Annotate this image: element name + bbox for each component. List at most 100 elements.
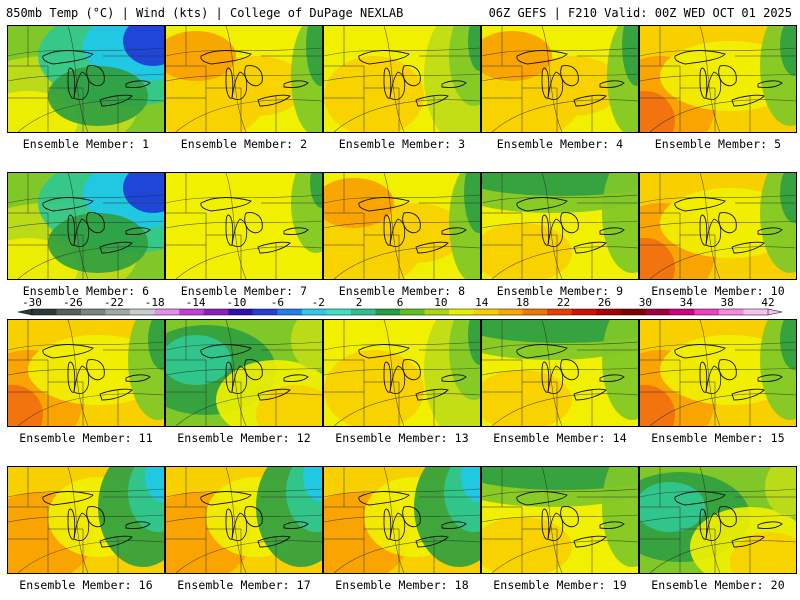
ensemble-member-label: Ensemble Member: 4 bbox=[496, 137, 624, 151]
lake-huron-outline bbox=[244, 359, 263, 381]
lake-superior-outline bbox=[358, 50, 410, 65]
lake-huron-outline bbox=[244, 506, 263, 528]
colorbar-tick-label: 26 bbox=[598, 297, 611, 309]
ensemble-panel: Ensemble Member: 3 bbox=[323, 25, 481, 151]
lake-michigan-outline bbox=[67, 214, 76, 246]
contour-line bbox=[225, 467, 247, 573]
state-border bbox=[324, 212, 365, 279]
lake-superior-outline bbox=[516, 491, 568, 506]
temperature-field-region bbox=[482, 173, 638, 196]
lake-erie-outline bbox=[731, 388, 765, 401]
map-canvas bbox=[166, 467, 322, 573]
colorbar-tick-label: 10 bbox=[434, 297, 447, 309]
colorbar-swatch bbox=[669, 309, 695, 315]
contour-line bbox=[649, 540, 796, 573]
state-border bbox=[8, 65, 49, 132]
colorbar-left-arrow bbox=[17, 308, 33, 316]
ensemble-map bbox=[165, 25, 323, 133]
michigan-outline bbox=[705, 365, 722, 394]
colorbar-tick-label: 22 bbox=[557, 297, 570, 309]
lake-superior-outline bbox=[200, 344, 252, 359]
lake-erie-outline bbox=[415, 241, 449, 254]
colorbar-swatch bbox=[620, 309, 646, 315]
ensemble-member-label: Ensemble Member: 5 bbox=[654, 137, 782, 151]
valid-time-title: 06Z GEFS | F210 Valid: 00Z WED OCT 01 20… bbox=[488, 6, 792, 20]
state-border bbox=[482, 506, 523, 573]
ensemble-member-label: Ensemble Member: 19 bbox=[493, 578, 627, 592]
lake-erie-outline bbox=[257, 241, 291, 254]
temperature-field-region bbox=[640, 238, 675, 279]
ensemble-member-label: Ensemble Member: 18 bbox=[335, 578, 469, 592]
ensemble-map bbox=[323, 25, 481, 133]
contour-line bbox=[17, 99, 164, 132]
michigan-outline bbox=[705, 71, 722, 100]
contour-line bbox=[640, 367, 796, 376]
michigan-outline bbox=[389, 512, 406, 541]
temperature-field-region bbox=[780, 320, 796, 370]
contour-line bbox=[649, 393, 796, 426]
contour-line bbox=[333, 540, 480, 573]
lake-superior-outline bbox=[516, 50, 568, 65]
map-canvas bbox=[640, 467, 796, 573]
michigan-outline bbox=[389, 365, 406, 394]
lake-erie-outline bbox=[99, 241, 133, 254]
lake-michigan-outline bbox=[699, 67, 708, 99]
lake-erie-outline bbox=[257, 535, 291, 548]
lake-superior-outline bbox=[200, 197, 252, 212]
ensemble-panel: Ensemble Member: 5 bbox=[639, 25, 797, 151]
lake-michigan-outline bbox=[383, 67, 392, 99]
colorbar-swatch bbox=[32, 309, 57, 315]
lake-huron-outline bbox=[86, 65, 105, 87]
lake-ontario-outline bbox=[441, 521, 467, 529]
state-border bbox=[166, 65, 207, 132]
temperature-field-region bbox=[256, 385, 322, 426]
temperature-field-region bbox=[602, 320, 638, 420]
state-border bbox=[324, 65, 365, 132]
contour-line bbox=[17, 393, 164, 426]
map-canvas bbox=[640, 320, 796, 426]
colorbar-tick-label: 14 bbox=[475, 297, 489, 309]
temperature-field-region bbox=[8, 385, 43, 426]
ensemble-map bbox=[639, 466, 797, 574]
lake-ontario-outline bbox=[441, 227, 467, 235]
colorbar-swatch bbox=[130, 309, 156, 315]
state-border bbox=[482, 359, 523, 426]
contour-line bbox=[383, 26, 405, 132]
map-canvas bbox=[8, 26, 164, 132]
temperature-field-region bbox=[765, 467, 796, 517]
contour-line bbox=[491, 99, 638, 132]
ensemble-member-label: Ensemble Member: 7 bbox=[180, 284, 308, 298]
map-canvas bbox=[482, 467, 638, 573]
product-title: 850mb Temp (°C) | Wind (kts) | College o… bbox=[6, 6, 404, 20]
lake-huron-outline bbox=[560, 212, 579, 234]
ensemble-map bbox=[7, 466, 165, 574]
lake-erie-outline bbox=[573, 388, 607, 401]
michigan-outline bbox=[547, 365, 564, 394]
lake-superior-outline bbox=[674, 344, 726, 359]
lake-erie-outline bbox=[731, 94, 765, 107]
ensemble-map bbox=[323, 319, 481, 427]
ensemble-map bbox=[639, 25, 797, 133]
michigan-outline bbox=[705, 512, 722, 541]
lake-huron-outline bbox=[402, 359, 421, 381]
state-border bbox=[640, 506, 681, 573]
contour-line bbox=[699, 173, 721, 279]
lake-ontario-outline bbox=[125, 80, 151, 88]
lake-michigan-outline bbox=[225, 214, 234, 246]
ensemble-panel: Ensemble Member: 1 bbox=[7, 25, 165, 151]
ensemble-member-label: Ensemble Member: 3 bbox=[338, 137, 466, 151]
colorbar-swatch bbox=[400, 309, 425, 315]
lake-superior-outline bbox=[200, 50, 252, 65]
colorbar-swatch bbox=[424, 309, 450, 315]
lake-ontario-outline bbox=[757, 227, 783, 235]
temperature-field-region bbox=[780, 173, 796, 223]
ensemble-member-label: Ensemble Member: 10 bbox=[651, 284, 785, 298]
temperature-field-region bbox=[640, 91, 675, 132]
map-canvas bbox=[166, 26, 322, 132]
contour-line bbox=[482, 514, 638, 523]
map-canvas bbox=[482, 320, 638, 426]
colorbar-tick-label: 2 bbox=[356, 297, 363, 309]
colorbar-tick-label: -30 bbox=[22, 297, 42, 309]
lake-ontario-outline bbox=[283, 80, 309, 88]
ensemble-member-label: Ensemble Member: 12 bbox=[177, 431, 311, 445]
